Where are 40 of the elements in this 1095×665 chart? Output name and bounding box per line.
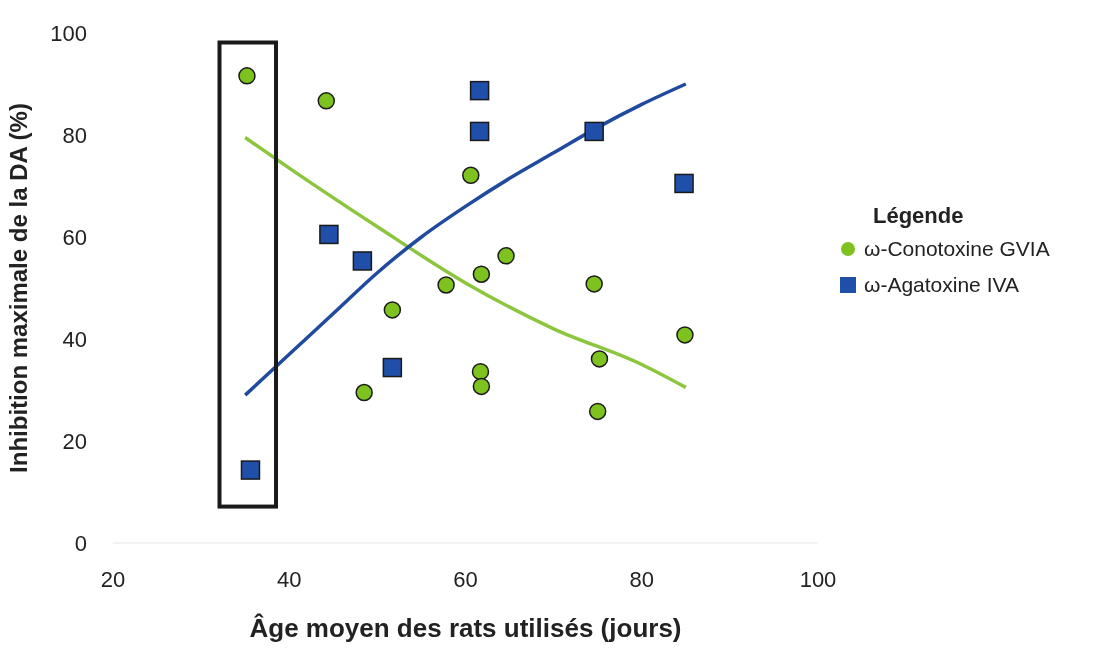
point — [317, 92, 336, 110]
point — [319, 224, 339, 245]
point — [674, 173, 694, 194]
legend-label: ω-Agatoxine IVA — [864, 273, 1019, 297]
point — [590, 350, 609, 368]
y-tick-label: 0 — [74, 530, 87, 556]
x-tick-label: 40 — [277, 566, 302, 592]
point — [472, 265, 491, 283]
legend-label: ω-Conotoxine GVIA — [864, 237, 1050, 261]
y-tick-label: 100 — [50, 20, 87, 46]
point — [462, 166, 480, 185]
point — [437, 276, 455, 294]
point — [240, 460, 261, 480]
x-tick-label: 80 — [629, 566, 654, 592]
point — [355, 383, 373, 402]
x-tick-label: 20 — [100, 566, 126, 592]
point — [472, 377, 491, 396]
line-series — [243, 82, 688, 397]
x-tick-label: 60 — [453, 566, 478, 592]
point — [383, 301, 402, 319]
point — [497, 247, 515, 265]
point — [676, 326, 694, 344]
y-tick-label: 20 — [62, 428, 87, 454]
point — [238, 67, 256, 85]
x-axis-title: Âge moyen des rats utilisés (jours) — [249, 613, 682, 643]
point — [382, 357, 403, 378]
point — [352, 251, 373, 271]
line-series — [243, 135, 688, 390]
y-tick-label: 60 — [62, 224, 87, 250]
x-tick-label: 100 — [799, 566, 837, 592]
point — [469, 121, 490, 142]
point — [585, 275, 603, 293]
y-tick-label: 40 — [62, 326, 87, 352]
legend-title: Légende — [873, 203, 965, 229]
point — [471, 362, 490, 381]
point — [584, 121, 604, 142]
y-axis-title: Inhibition maximale de la DA (%) — [4, 103, 32, 473]
y-tick-label: 80 — [62, 122, 87, 148]
point — [469, 80, 490, 101]
point — [588, 402, 607, 421]
